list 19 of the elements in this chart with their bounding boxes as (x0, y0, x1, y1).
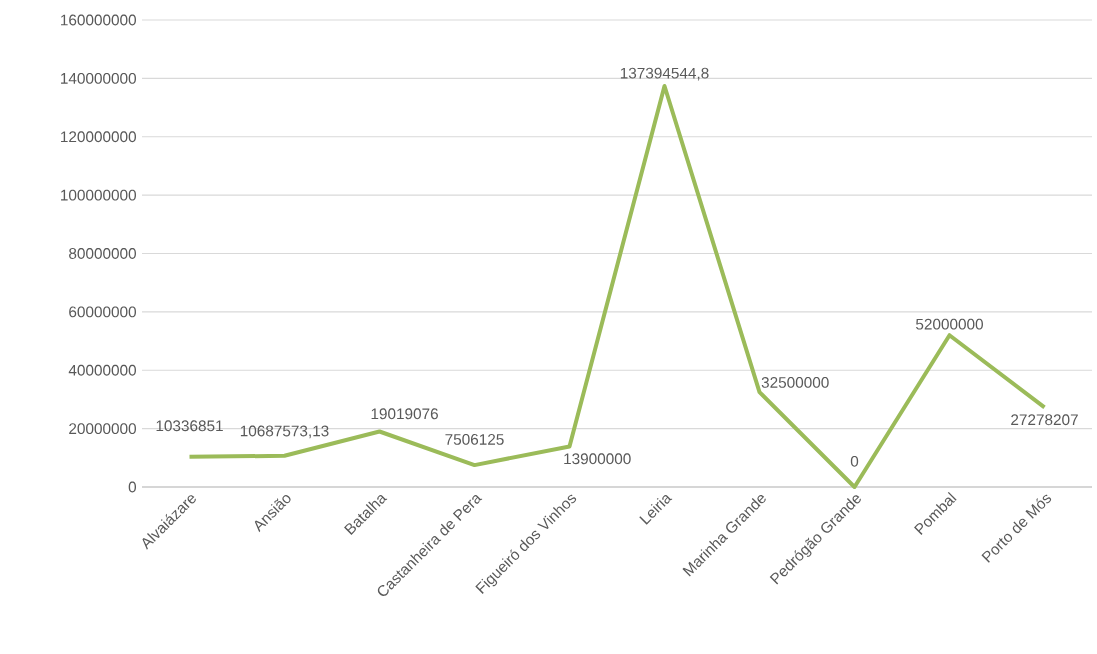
y-tick-label: 40000000 (68, 364, 136, 376)
data-label: 0 (850, 455, 859, 467)
y-tick-label: 0 (128, 481, 137, 493)
y-tick-label: 60000000 (69, 306, 136, 318)
data-label: 19019076 (371, 408, 438, 420)
y-tick-label: 80000000 (69, 248, 136, 259)
data-label: 13900000 (564, 453, 631, 465)
y-tick-label: 140000000 (61, 72, 136, 84)
y-tick-label: 20000000 (69, 423, 136, 435)
data-label: 32500000 (761, 377, 829, 388)
data-label: 137394544,8 (620, 67, 709, 81)
data-label: 27278207 (1011, 414, 1078, 426)
data-label: 10336851 (156, 420, 223, 432)
y-tick-label: 120000000 (61, 131, 136, 143)
data-label: 10687573,13 (240, 425, 329, 439)
y-tick-label: 100000000 (61, 189, 136, 201)
data-label: 52000000 (915, 318, 983, 330)
y-tick-label: 160000000 (61, 14, 136, 26)
data-label: 7506125 (445, 433, 504, 445)
